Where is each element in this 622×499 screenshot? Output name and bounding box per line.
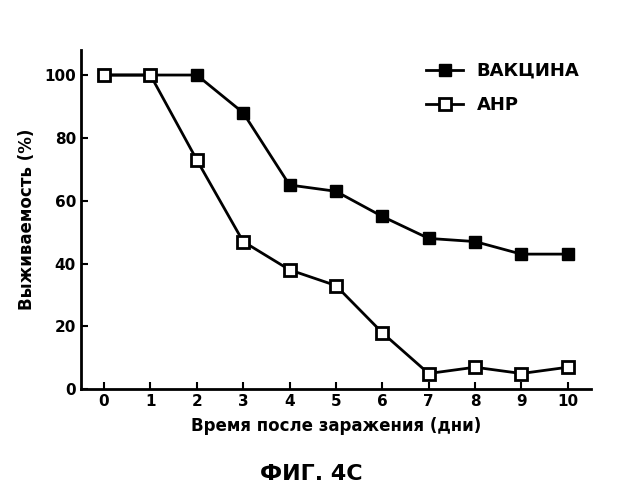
X-axis label: Время после заражения (дни): Время после заражения (дни) xyxy=(191,418,481,436)
Y-axis label: Выживаемость (%): Выживаемость (%) xyxy=(18,129,36,310)
Text: ФИГ. 4С: ФИГ. 4С xyxy=(260,464,362,484)
Legend: ВАКЦИНА, АНР: ВАКЦИНА, АНР xyxy=(420,55,586,121)
